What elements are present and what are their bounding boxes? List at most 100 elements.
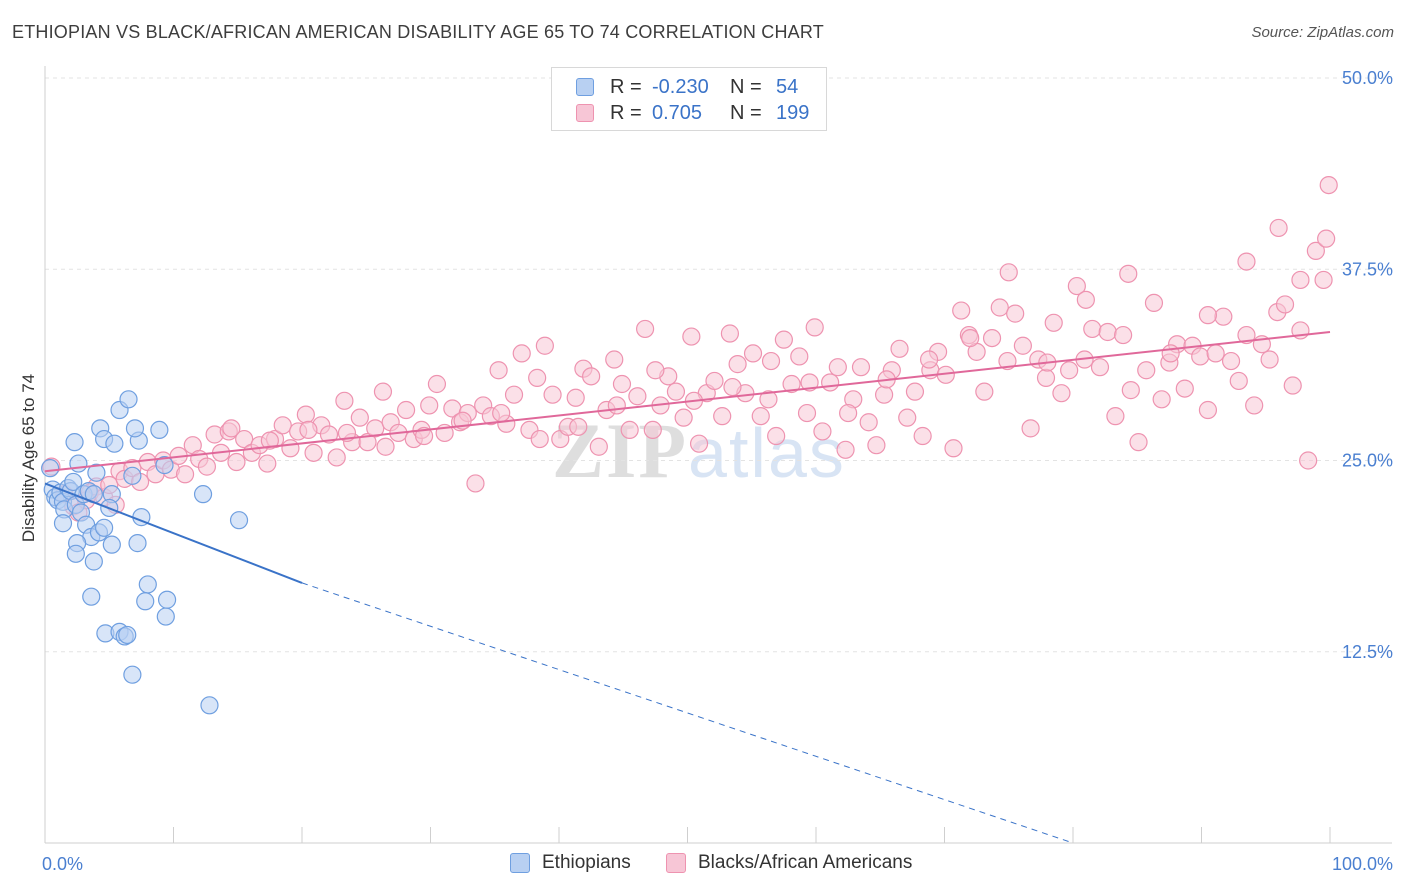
grid-lines <box>45 77 1392 653</box>
point-blacks <box>913 426 932 446</box>
point-ethiopians <box>82 587 101 606</box>
source-credit: Source: ZipAtlas.com <box>1251 24 1394 41</box>
point-blacks <box>1198 400 1218 420</box>
legend-swatch-blacks <box>666 853 686 873</box>
point-blacks <box>1083 319 1102 339</box>
point-blacks <box>1269 218 1288 238</box>
point-blacks <box>682 327 701 346</box>
y-tick-label: 50.0% <box>1342 68 1393 88</box>
point-blacks <box>1129 433 1148 452</box>
point-blacks <box>646 361 665 380</box>
point-blacks <box>1044 313 1063 332</box>
data-points <box>41 176 1338 715</box>
stats-legend: R = -0.230 N = 54 R = 0.705 N = 199 <box>551 67 827 131</box>
point-blacks <box>1098 322 1117 342</box>
point-blacks <box>235 429 254 449</box>
point-blacks <box>543 385 562 404</box>
point-ethiopians <box>41 459 60 478</box>
point-blacks <box>1237 325 1256 345</box>
point-ethiopians <box>136 592 155 611</box>
point-blacks <box>350 408 369 427</box>
point-blacks <box>689 434 709 453</box>
point-blacks <box>800 373 819 392</box>
point-blacks <box>530 429 549 449</box>
point-blacks <box>1283 376 1302 395</box>
point-blacks <box>489 361 508 380</box>
point-blacks <box>1206 344 1225 363</box>
legend-n-value: 199 <box>776 102 810 124</box>
point-blacks <box>867 436 886 455</box>
legend-n-value: 54 <box>776 76 799 98</box>
point-ethiopians <box>102 535 121 554</box>
legend-label-blacks: Blacks/African Americans <box>698 852 913 873</box>
point-blacks <box>1237 252 1256 271</box>
trend-line-ethiopians-extrapolated <box>301 582 1074 844</box>
legend-r-label: R = <box>610 102 642 124</box>
point-blacks <box>851 358 871 377</box>
point-blacks <box>767 426 786 446</box>
point-blacks <box>504 385 524 404</box>
point-blacks <box>528 368 547 387</box>
point-blacks <box>1119 264 1138 283</box>
point-blacks <box>1245 396 1264 415</box>
point-blacks <box>1317 229 1336 248</box>
point-blacks <box>620 420 639 439</box>
y-tick-label: 12.5% <box>1342 642 1393 662</box>
point-blacks <box>1275 295 1295 314</box>
point-blacks <box>975 382 994 401</box>
point-ethiopians <box>193 485 213 504</box>
point-ethiopians <box>64 472 83 492</box>
legend-r-label: R = <box>610 76 642 98</box>
legend-r-value: 0.705 <box>652 102 703 124</box>
point-blacks <box>1260 350 1279 369</box>
point-blacks <box>1229 371 1248 391</box>
point-blacks <box>859 413 878 432</box>
point-blacks <box>797 403 817 423</box>
trend-lines <box>44 330 1331 844</box>
point-ethiopians <box>53 514 73 533</box>
legend-label-ethiopians: Ethiopians <box>542 852 631 873</box>
point-ethiopians <box>118 625 137 645</box>
point-blacks <box>952 301 971 320</box>
legend-n-label: N = <box>730 76 762 98</box>
point-ethiopians <box>87 463 106 482</box>
point-blacks <box>905 382 925 401</box>
point-blacks <box>705 371 724 391</box>
point-blacks <box>335 391 354 410</box>
point-blacks <box>1221 351 1241 371</box>
point-blacks <box>743 344 763 363</box>
point-blacks <box>607 396 626 415</box>
point-blacks <box>1013 336 1032 355</box>
point-blacks <box>304 443 323 462</box>
point-blacks <box>582 367 601 386</box>
point-blacks <box>299 420 318 439</box>
point-blacks <box>512 344 531 363</box>
point-blacks <box>999 263 1018 282</box>
legend-n-label: N = <box>730 102 762 124</box>
point-blacks <box>1090 358 1110 377</box>
point-blacks <box>1291 270 1310 290</box>
x-tick-label: 100.0% <box>1332 854 1393 874</box>
point-blacks <box>1076 290 1095 309</box>
point-blacks <box>396 400 416 420</box>
point-blacks <box>605 350 624 369</box>
point-blacks <box>628 387 647 406</box>
legend-swatch-ethiopians <box>576 78 594 96</box>
point-blacks <box>828 358 847 377</box>
point-ethiopians <box>156 607 175 626</box>
point-blacks <box>635 319 655 339</box>
point-blacks <box>1161 344 1180 363</box>
point-blacks <box>782 374 801 394</box>
point-ethiopians <box>128 534 147 553</box>
point-blacks <box>713 407 732 426</box>
point-ethiopians <box>65 433 84 452</box>
point-ethiopians <box>69 454 88 473</box>
point-blacks <box>427 374 447 394</box>
point-blacks <box>919 350 939 369</box>
point-blacks <box>1214 307 1233 326</box>
point-blacks <box>1137 361 1156 380</box>
point-blacks <box>1106 407 1125 426</box>
point-blacks <box>327 448 346 467</box>
point-blacks <box>1052 384 1071 403</box>
